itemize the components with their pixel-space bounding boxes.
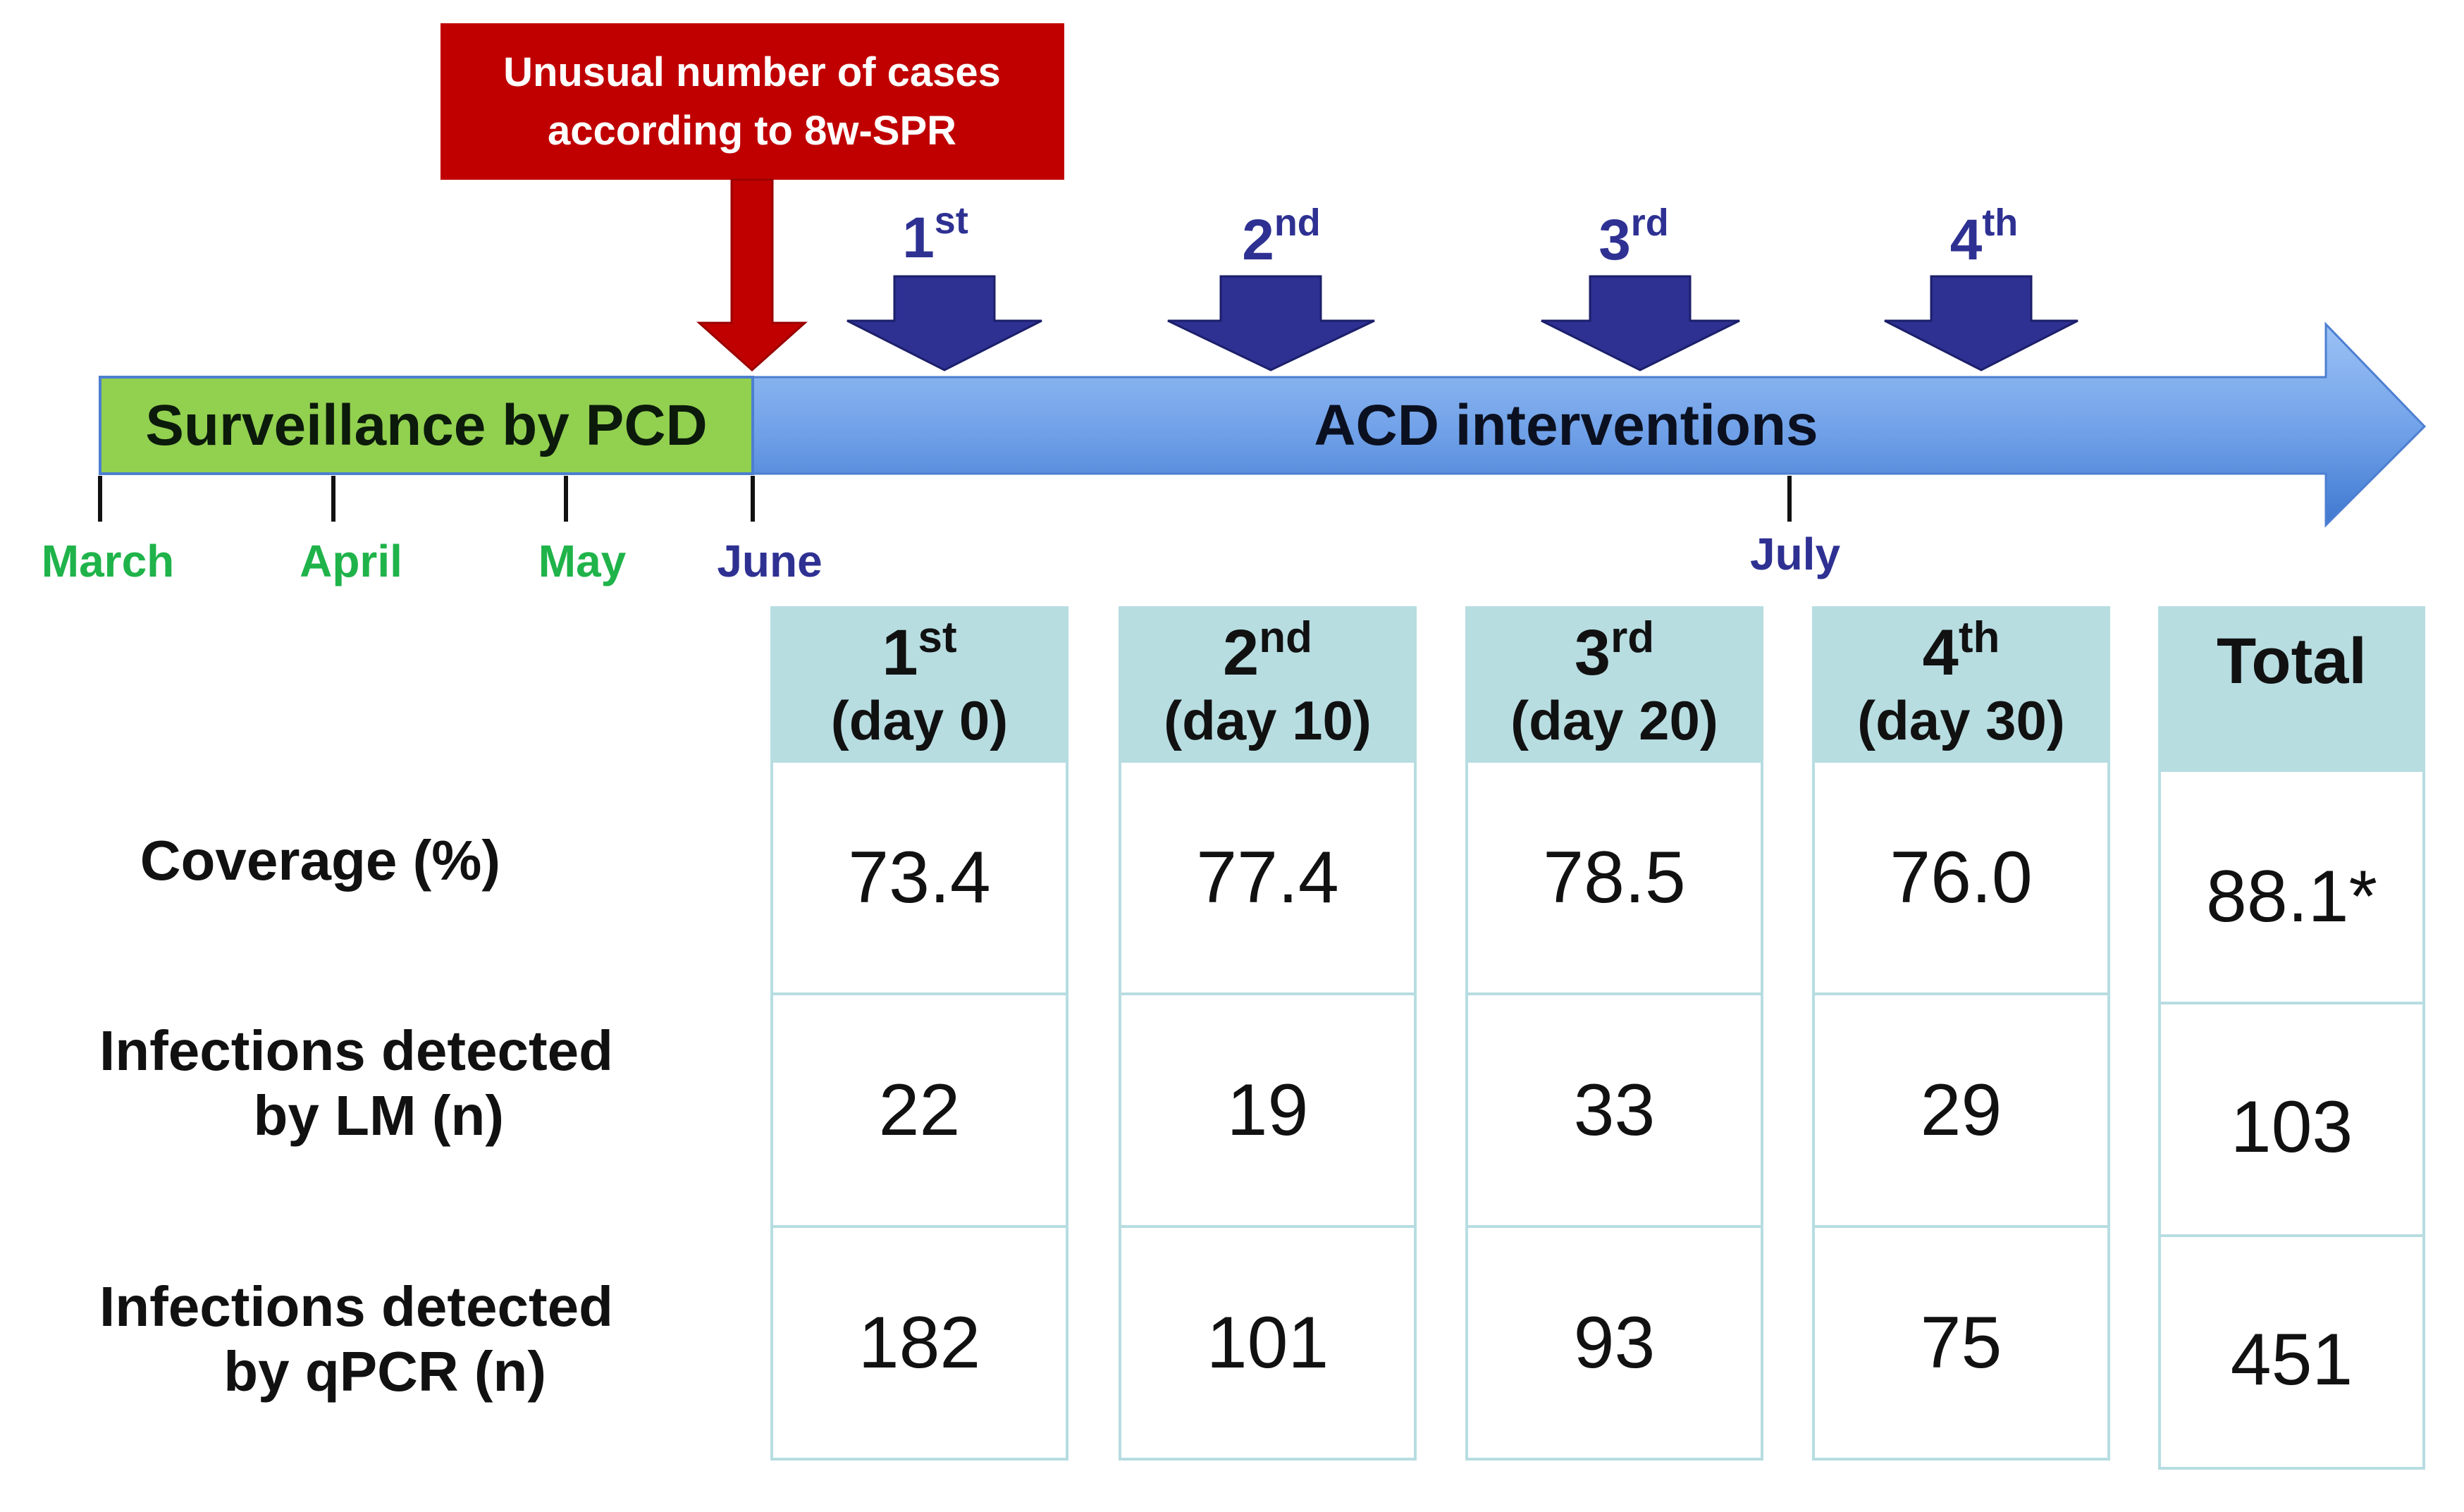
alert-text-line2: according to 8w-SPR [548, 108, 956, 154]
round-label-1-suffix: st [935, 199, 968, 242]
cell-coverage-3: 78.5 [1465, 760, 1763, 995]
col-head-total: Total [2158, 606, 2425, 772]
col-head-4-sub: (day 30) [1857, 689, 2065, 752]
row-label-qpcr-line1: Infections detected [99, 1275, 613, 1338]
row-label-coverage: Coverage (%) [106, 828, 500, 893]
month-july: July [1750, 529, 1840, 579]
round-arrow-3 [1541, 275, 1740, 371]
round-arrow-4 [1884, 275, 2078, 371]
cell-qpcr-total: 451 [2158, 1234, 2425, 1470]
round-label-3: 3rd [1598, 202, 1669, 272]
cell-coverage-total: 88.1* [2158, 769, 2425, 1004]
col-head-4-suffix: th [1958, 613, 2000, 662]
cell-qpcr-3: 93 [1465, 1225, 1763, 1461]
month-march: March [42, 536, 175, 586]
round-label-2-num: 2 [1242, 208, 1274, 272]
cell-coverage-2: 77.4 [1119, 760, 1417, 995]
col-head-2-num: 2 [1223, 616, 1259, 689]
col-head-3-num: 3 [1574, 616, 1611, 689]
col-head-1-suffix: st [918, 613, 957, 662]
surveillance-label: Surveillance by PCD [145, 393, 708, 457]
round-label-4-suffix: th [1982, 202, 2018, 244]
alert-box [441, 23, 1064, 180]
month-may: May [538, 536, 627, 586]
cell-lm-total: 103 [2158, 1002, 2425, 1237]
cell-coverage-1: 73.4 [770, 760, 1068, 995]
col-head-2-suffix: nd [1259, 613, 1312, 662]
alert-text-line1: Unusual number of cases [503, 49, 1001, 95]
round-arrow-1 [846, 275, 1042, 371]
round-arrow-2 [1167, 275, 1375, 371]
col-head-1: 1st (day 0) [770, 606, 1068, 763]
cell-qpcr-4: 75 [1812, 1225, 2110, 1461]
alert-arrow [696, 178, 808, 372]
col-head-3: 3rd (day 20) [1465, 606, 1763, 763]
row-label-qpcr-line2: by qPCR (n) [223, 1340, 546, 1403]
col-head-total-label: Total [2217, 625, 2367, 697]
row-label-lm: Infections detected by LM (n) [28, 1019, 613, 1148]
cell-lm-3: 33 [1465, 992, 1763, 1228]
round-label-2: 2nd [1242, 202, 1321, 272]
col-head-4: 4th (day 30) [1812, 606, 2110, 763]
cell-qpcr-1: 182 [770, 1225, 1068, 1461]
row-label-qpcr: Infections detected by qPCR (n) [28, 1274, 613, 1404]
row-label-lm-line2: by LM (n) [253, 1084, 504, 1147]
month-june: June [717, 536, 822, 586]
timeline-graphic: Unusual number of cases according to 8w-… [42, 23, 2427, 586]
cell-lm-4: 29 [1812, 992, 2110, 1228]
interventions-arrow [751, 321, 2427, 528]
row-label-lm-line1: Infections detected [99, 1019, 613, 1082]
round-label-1-num: 1 [902, 206, 935, 270]
round-label-3-num: 3 [1598, 208, 1631, 272]
col-head-2-sub: (day 10) [1164, 689, 1372, 752]
row-label-coverage-line1: Coverage (%) [140, 829, 500, 892]
col-head-2: 2nd (day 10) [1119, 606, 1417, 763]
round-label-4: 4th [1950, 202, 2019, 272]
surveillance-bar [99, 376, 754, 475]
round-label-4-num: 4 [1950, 208, 1983, 272]
col-head-1-num: 1 [882, 616, 918, 689]
round-label-2-suffix: nd [1274, 202, 1321, 244]
round-label-1: 1st [902, 199, 968, 270]
round-label-3-suffix: rd [1631, 202, 1669, 244]
cell-lm-1: 22 [770, 992, 1068, 1228]
col-head-3-sub: (day 20) [1510, 689, 1718, 752]
interventions-label: ACD interventions [1314, 393, 1818, 457]
month-april: April [300, 536, 402, 586]
col-head-4-num: 4 [1922, 616, 1959, 689]
cell-coverage-4: 76.0 [1812, 760, 2110, 995]
col-head-3-suffix: rd [1610, 613, 1655, 662]
cell-lm-2: 19 [1119, 992, 1417, 1228]
cell-qpcr-2: 101 [1119, 1225, 1417, 1461]
col-head-1-sub: (day 0) [830, 689, 1009, 752]
